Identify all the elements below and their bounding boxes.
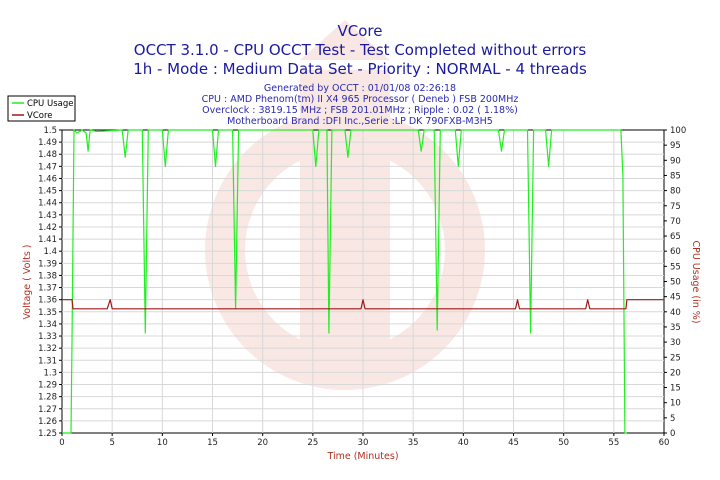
y-left-tick-label: 1.29 bbox=[38, 381, 57, 391]
chart-subtitle-2: 1h - Mode : Medium Data Set - Priority :… bbox=[133, 60, 587, 78]
y-right-tick-label: 100 bbox=[670, 126, 686, 136]
x-tick-label: 20 bbox=[257, 438, 268, 448]
legend-cpu-usage-label: CPU Usage bbox=[27, 99, 73, 109]
y-left-tick-label: 1.45 bbox=[38, 187, 57, 197]
y-left-tick-label: 1.5 bbox=[43, 126, 57, 136]
y-right-tick-label: 55 bbox=[670, 262, 681, 272]
x-tick-label: 5 bbox=[109, 438, 114, 448]
y-left-tick-label: 1.41 bbox=[38, 235, 57, 245]
y-right-tick-label: 70 bbox=[670, 217, 681, 227]
info-cpu: CPU : AMD Phenom(tm) II X4 965 Processor… bbox=[202, 94, 519, 105]
y-left-tick-label: 1.34 bbox=[38, 320, 57, 330]
y-left-tick-label: 1.49 bbox=[38, 138, 57, 148]
y-left-tick-label: 1.36 bbox=[38, 296, 57, 306]
y-right-tick-label: 0 bbox=[670, 429, 675, 439]
series-lines bbox=[62, 129, 664, 434]
series-line-cpu-usage bbox=[62, 129, 627, 434]
y-right-tick-label: 45 bbox=[670, 293, 681, 303]
y-axis-right-label: CPU Usage (in %) bbox=[690, 240, 701, 323]
legend: CPU Usage VCore bbox=[7, 95, 76, 122]
y-left-tick-label: 1.25 bbox=[38, 429, 57, 439]
y-right-tick-label: 60 bbox=[670, 247, 681, 257]
y-left-tick-label: 1.47 bbox=[38, 162, 57, 172]
y-left-tick-label: 1.32 bbox=[38, 344, 57, 354]
y-left-tick-label: 1.26 bbox=[38, 417, 57, 427]
x-tick-label: 55 bbox=[608, 438, 619, 448]
x-tick-label: 15 bbox=[207, 438, 218, 448]
y-right-tick-label: 80 bbox=[670, 187, 681, 197]
y-right-tick-label: 90 bbox=[670, 156, 681, 166]
y-left-tick-label: 1.27 bbox=[38, 405, 57, 415]
info-overclock: Overclock : 3819.15 MHz ; FSB 201.01MHz … bbox=[202, 105, 518, 116]
series-line-vcore bbox=[62, 299, 664, 310]
x-tick-label: 25 bbox=[307, 438, 318, 448]
y-right-tick-label: 35 bbox=[670, 323, 681, 333]
grid-lines bbox=[62, 130, 664, 433]
x-tick-label: 0 bbox=[59, 438, 64, 448]
y-left-tick-label: 1.38 bbox=[38, 271, 57, 281]
y-right-tick-label: 65 bbox=[670, 232, 681, 242]
x-tick-label: 35 bbox=[408, 438, 419, 448]
info-motherboard: Motherboard Brand :DFI Inc.,Serie :LP DK… bbox=[227, 116, 493, 127]
y-left-tick-label: 1.4 bbox=[43, 247, 57, 257]
y-right-tick-label: 50 bbox=[670, 278, 681, 288]
x-tick-label: 30 bbox=[358, 438, 369, 448]
y-left-tick-label: 1.44 bbox=[38, 199, 57, 209]
y-axis-left-label: Voltage ( Volts ) bbox=[22, 245, 33, 320]
y-left-tick-label: 1.33 bbox=[38, 332, 57, 342]
legend-vcore-label: VCore bbox=[27, 111, 53, 121]
chart-subtitle-1: OCCT 3.1.0 - CPU OCCT Test - Test Comple… bbox=[134, 41, 587, 59]
axis-ticks: 0 5 10 15 20 25 30 35 40 45 50 55 601.51.491.481.471… bbox=[38, 126, 686, 448]
chart-title: VCore bbox=[338, 22, 383, 40]
y-left-tick-label: 1.43 bbox=[38, 211, 57, 221]
y-right-tick-label: 85 bbox=[670, 171, 681, 181]
x-axis-label: Time (Minutes) bbox=[326, 451, 398, 462]
y-left-tick-label: 1.46 bbox=[38, 174, 57, 184]
x-tick-label: 10 bbox=[157, 438, 168, 448]
y-right-tick-label: 25 bbox=[670, 353, 681, 363]
y-left-tick-label: 1.28 bbox=[38, 393, 57, 403]
y-left-tick-label: 1.39 bbox=[38, 259, 57, 269]
x-tick-label: 40 bbox=[458, 438, 469, 448]
y-left-tick-label: 1.48 bbox=[38, 150, 57, 160]
y-left-tick-label: 1.31 bbox=[38, 356, 57, 366]
y-right-tick-label: 10 bbox=[670, 399, 681, 409]
y-right-tick-label: 75 bbox=[670, 202, 681, 212]
y-left-tick-label: 1.3 bbox=[43, 368, 57, 378]
y-left-tick-label: 1.42 bbox=[38, 223, 57, 233]
y-right-tick-label: 30 bbox=[670, 338, 681, 348]
y-right-tick-label: 20 bbox=[670, 368, 681, 378]
y-left-tick-label: 1.37 bbox=[38, 284, 57, 294]
y-right-tick-label: 15 bbox=[670, 384, 681, 394]
x-tick-label: 60 bbox=[659, 438, 670, 448]
x-tick-label: 50 bbox=[558, 438, 569, 448]
y-left-tick-label: 1.35 bbox=[38, 308, 57, 318]
y-right-tick-label: 5 bbox=[670, 414, 675, 424]
y-right-tick-label: 40 bbox=[670, 308, 681, 318]
y-right-tick-label: 95 bbox=[670, 141, 681, 151]
x-tick-label: 45 bbox=[508, 438, 519, 448]
legend-box bbox=[7, 95, 76, 122]
info-generated: Generated by OCCT : 01/01/08 02:26:18 bbox=[264, 83, 456, 94]
